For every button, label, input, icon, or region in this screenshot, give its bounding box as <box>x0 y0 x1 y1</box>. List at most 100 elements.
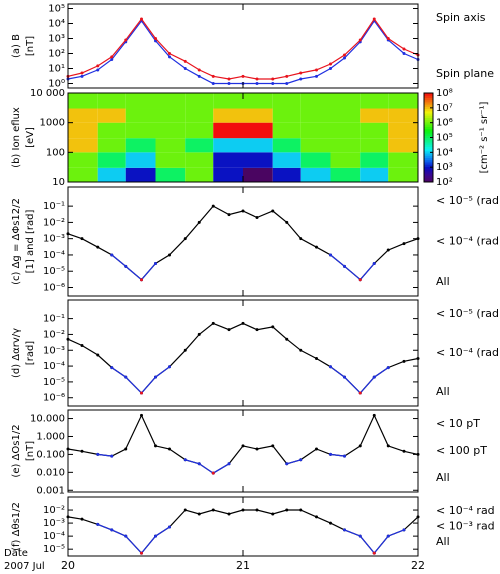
heat-cell <box>68 152 98 168</box>
series-point <box>211 74 215 78</box>
series-point <box>271 325 275 329</box>
colorbar-step <box>424 161 433 165</box>
x-tick-label: 21 <box>236 559 250 572</box>
colorbar-step <box>424 150 433 154</box>
heat-cell <box>155 108 186 123</box>
series-point <box>110 55 114 59</box>
heat-cell <box>213 138 243 153</box>
series-point <box>315 74 318 78</box>
colorbar-step <box>424 166 433 170</box>
series-point <box>343 264 346 268</box>
heat-cell <box>243 122 273 139</box>
y-tick-label: 10⁻⁴ <box>43 250 65 261</box>
colorbar-step <box>424 179 433 183</box>
colorbar-step <box>424 144 433 147</box>
series-point <box>372 551 376 555</box>
series-point <box>372 375 376 379</box>
y-tick-label: 10⁻⁶ <box>43 393 65 404</box>
plot-frame <box>67 496 419 557</box>
heat-cell <box>243 93 273 109</box>
series-point <box>96 245 100 249</box>
heat-cell <box>185 138 214 153</box>
series-point <box>168 51 171 55</box>
series-point <box>255 77 259 81</box>
heat-cell <box>272 122 301 139</box>
series-line <box>67 413 419 474</box>
legend-entry: Spin axis <box>436 11 486 24</box>
colorbar-step <box>424 130 433 134</box>
series-point <box>241 321 245 325</box>
series-point <box>168 447 171 451</box>
y-axis-unit: [eV] <box>25 127 36 148</box>
colorbar-step <box>424 108 433 112</box>
series-point <box>386 37 390 41</box>
colorbar-step <box>424 126 433 130</box>
series-point <box>183 66 187 70</box>
y-tick-label: 1.000 <box>36 431 65 442</box>
heat-cell <box>300 167 331 182</box>
heat-cell <box>125 108 156 123</box>
month-label: 2007 Jul <box>4 561 45 572</box>
heat-cell <box>97 152 126 168</box>
series-point <box>227 328 231 332</box>
y-tick-label: 0.010 <box>36 467 65 478</box>
colorbar-step <box>424 141 433 145</box>
colorbar-step <box>424 101 433 105</box>
heat-cell <box>388 138 418 153</box>
heat-cell <box>300 108 331 123</box>
colorbar-step <box>424 175 433 179</box>
series-line <box>67 322 419 394</box>
series-point <box>285 508 289 512</box>
heat-cell <box>360 167 389 182</box>
series-point <box>329 253 332 257</box>
legend-entry: < 10⁻³ rad <box>436 520 495 533</box>
series-point <box>315 68 318 72</box>
series-point <box>329 521 332 525</box>
series-point <box>402 449 406 453</box>
series-line <box>67 19 419 85</box>
heat-cell <box>185 93 214 109</box>
heat-cell <box>68 93 98 109</box>
series-point <box>140 413 143 417</box>
series-point <box>241 508 245 512</box>
series-point <box>110 454 114 458</box>
colorbar-step <box>424 124 433 127</box>
series-point <box>197 68 201 72</box>
series-point <box>197 332 201 336</box>
y-axis-unit: [1] and [rad] <box>25 210 36 274</box>
series-point <box>285 220 289 224</box>
series-point <box>241 74 245 78</box>
y-axis-label: (d) Δαrv/γ <box>11 328 22 378</box>
series-point <box>154 261 157 265</box>
series-line <box>111 366 389 394</box>
series-point <box>315 447 318 451</box>
heat-cell <box>300 122 331 139</box>
colorbar-tick-label: 10⁵ <box>436 133 453 144</box>
series-point <box>372 261 376 265</box>
series-point <box>96 68 100 72</box>
series-point <box>154 375 157 379</box>
colorbar-step <box>424 135 433 138</box>
series-point <box>110 528 114 532</box>
heat-cell <box>360 93 389 109</box>
series-point <box>241 209 245 213</box>
heat-cell <box>125 167 156 182</box>
y-tick-label: 10¹ <box>48 63 65 74</box>
heat-cell <box>388 167 418 182</box>
series-point <box>80 237 84 241</box>
heat-cell <box>330 93 361 109</box>
series-point <box>154 444 157 448</box>
series-point <box>255 328 259 332</box>
y-tick-label: 10⁻³ <box>43 234 65 245</box>
legend-entry: < 10⁻⁵ (rad) <box>436 194 500 207</box>
series-point <box>168 253 171 257</box>
y-axis-label: (a) B <box>11 34 22 58</box>
y-axis-unit: [nT] <box>25 36 36 56</box>
heat-cell <box>330 152 361 168</box>
series-line <box>111 254 375 281</box>
x-tick-label: 22 <box>411 559 425 572</box>
series-point <box>402 51 406 55</box>
plot-frame <box>67 299 419 407</box>
y-tick-label: 10⁻¹ <box>43 201 65 212</box>
